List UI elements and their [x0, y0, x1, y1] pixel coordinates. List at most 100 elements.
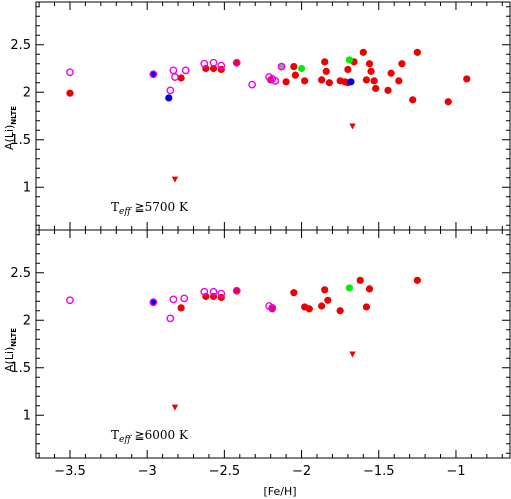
data-point	[362, 76, 371, 84]
y-tick-label: 1.5	[10, 133, 31, 148]
data-point	[345, 284, 354, 292]
data-point	[409, 96, 417, 104]
upper-limit-marker	[171, 404, 179, 411]
plot-frame	[35, 229, 511, 459]
y-tick-label: 1.5	[10, 361, 31, 376]
data-point	[370, 77, 378, 85]
data-point	[177, 304, 185, 312]
bottom-y-axis-title: A(Li)NLTE	[3, 328, 18, 372]
top-panel: 1 1.5 2 2.5	[10, 1, 511, 231]
bottom-panel: 1 1.5 2 2.5 −3.5 −3 −2.5 −2 −1.5 −1	[10, 229, 511, 479]
data-point	[384, 86, 392, 94]
data-point	[345, 56, 354, 64]
top-y-axis-title: A(Li)NLTE	[3, 106, 18, 150]
ylabel-main: A(Li)	[3, 347, 16, 372]
data-point	[321, 58, 329, 66]
x-tick-label: −3.5	[54, 464, 86, 479]
y-tick-label: 2	[23, 85, 31, 100]
data-point	[372, 84, 380, 93]
data-point	[463, 75, 471, 83]
teff-threshold: ≧6000 K	[131, 428, 189, 442]
data-point-open	[66, 68, 74, 77]
bottom-panel-teff-label: Teff ≧6000 K	[111, 428, 189, 445]
data-point	[365, 285, 374, 293]
data-point-open	[200, 287, 209, 296]
data-point	[165, 94, 173, 102]
data-point-open	[217, 61, 226, 70]
y-tick-label: 2	[23, 313, 31, 328]
data-point-ringed	[149, 298, 158, 307]
data-point-open	[166, 314, 175, 323]
data-point	[322, 67, 330, 75]
data-point	[291, 71, 299, 79]
x-tick-label: −3	[138, 464, 157, 479]
teff-subscript: eff	[119, 207, 132, 217]
data-point-open	[248, 80, 257, 89]
data-point	[359, 48, 367, 56]
data-point-open	[268, 303, 277, 312]
data-point-ringed	[277, 62, 286, 71]
teff-threshold: ≧5700 K	[131, 200, 189, 214]
data-point-open	[181, 66, 190, 75]
data-point	[344, 65, 352, 74]
x-tick-label: −1.5	[363, 464, 395, 479]
data-point	[398, 60, 406, 68]
data-point	[297, 64, 306, 73]
data-point	[413, 276, 421, 284]
data-point	[365, 60, 374, 68]
x-tick-label: −2	[292, 464, 311, 479]
x-tick-label: −2.5	[209, 464, 241, 479]
data-point-open	[209, 58, 218, 67]
teff-subscript: eff	[119, 435, 132, 445]
data-point-ringed	[149, 70, 158, 79]
data-point-open	[217, 289, 226, 298]
data-point	[321, 286, 329, 294]
data-point	[362, 303, 371, 311]
teff-main: T	[111, 428, 119, 442]
data-point-open	[169, 295, 178, 304]
data-point	[395, 77, 403, 85]
data-point-open	[66, 296, 74, 305]
data-point	[290, 63, 298, 71]
data-point	[347, 78, 355, 86]
data-point	[209, 64, 218, 73]
y-tick-label: 2.5	[10, 38, 31, 53]
data-point	[444, 98, 452, 106]
data-point	[66, 89, 74, 97]
ylabel-subscript: NLTE	[10, 106, 18, 125]
data-point	[356, 276, 364, 284]
data-point-open	[166, 86, 175, 95]
data-point-open	[180, 294, 189, 303]
data-point	[305, 305, 313, 313]
data-point-ringed	[232, 286, 241, 295]
upper-limit-marker	[171, 176, 179, 183]
data-point-open	[209, 287, 218, 296]
data-point	[318, 302, 326, 310]
ylabel-main: A(Li)	[3, 125, 16, 150]
upper-limit-marker	[349, 123, 356, 130]
data-point	[325, 79, 333, 87]
data-point-open	[200, 59, 209, 68]
y-tick-label: 2.5	[10, 266, 31, 281]
top-panel-teff-label: Teff ≧5700 K	[111, 200, 189, 217]
data-point	[367, 67, 375, 75]
data-point-open	[171, 73, 179, 81]
teff-main: T	[111, 200, 119, 214]
data-point-open	[169, 66, 178, 75]
data-point	[282, 78, 290, 86]
x-axis-title: [Fe/H]	[263, 485, 296, 498]
x-tick-label: −1	[446, 464, 465, 479]
data-point	[413, 48, 421, 56]
data-point	[301, 77, 309, 85]
data-point	[324, 296, 332, 304]
data-point	[336, 307, 344, 315]
data-point	[177, 74, 185, 82]
y-tick-label: 1	[23, 180, 31, 195]
y-tick-label: 1	[23, 408, 31, 423]
data-point	[318, 76, 326, 84]
data-point	[387, 69, 395, 77]
upper-limit-marker	[349, 351, 356, 358]
data-point	[290, 289, 298, 297]
plot-frame	[35, 1, 511, 231]
